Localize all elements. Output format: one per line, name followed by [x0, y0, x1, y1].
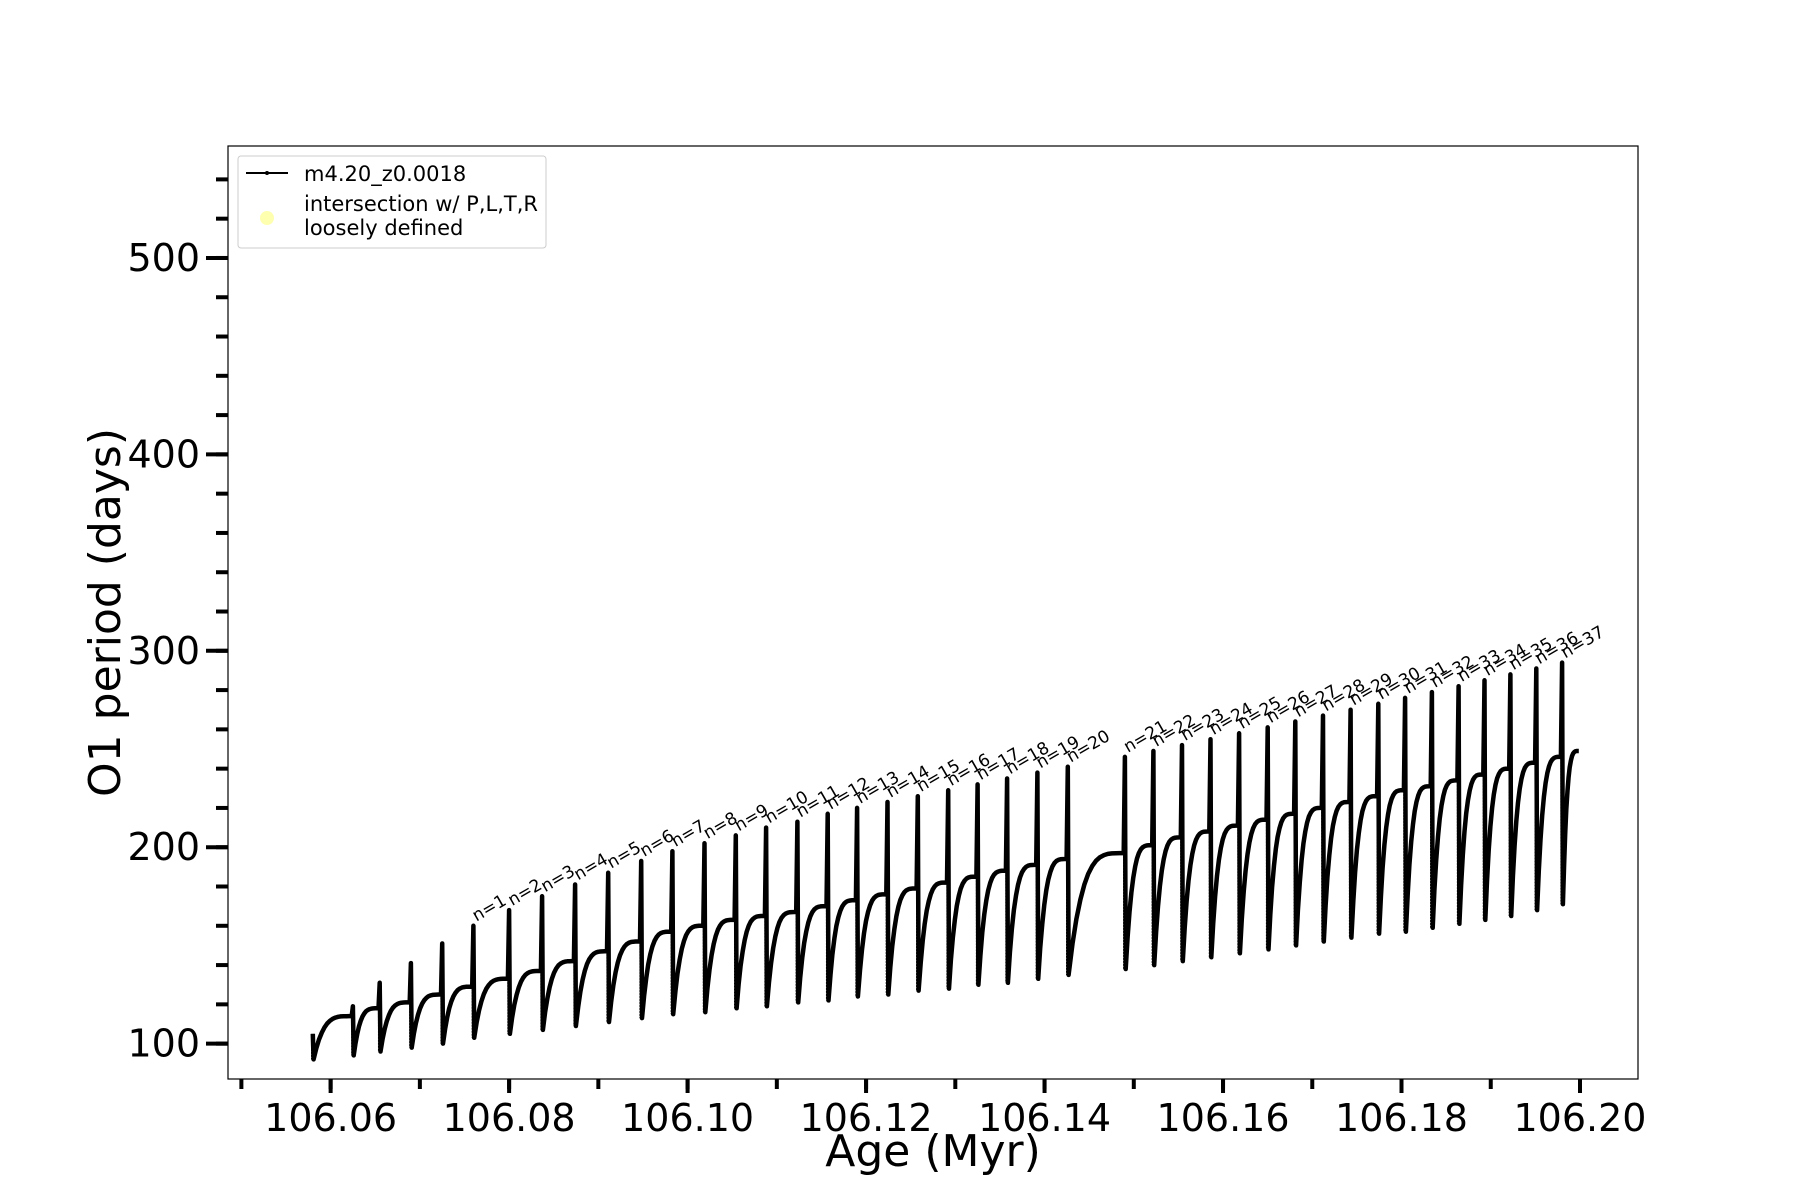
x-axis: 106.06 106.08 106.10 106.12 106.14 106.16 106.… [239, 1079, 1647, 1140]
x-tick-label: 106.20 [1514, 1096, 1647, 1140]
y-tick-label: 300 [127, 629, 200, 673]
series-line [310, 660, 1580, 1062]
x-tick-label: 106.16 [1157, 1096, 1290, 1140]
legend-box [237, 155, 547, 249]
y-tick-label: 100 [127, 1022, 200, 1066]
y-axis: 100 200 300 400 500 [127, 177, 228, 1066]
series-layer [310, 660, 1580, 1062]
y-tick-label: 400 [127, 432, 200, 476]
series-0 [310, 660, 1580, 1062]
legend-circle-swatch [260, 211, 274, 225]
legend: m4.20_z0.0018 intersection w/ P,L,T,R loo… [237, 155, 547, 249]
y-tick-label: 500 [127, 236, 200, 280]
legend-line-marker [265, 171, 269, 175]
legend-label-intersection: intersection w/ P,L,T,R loosely defined [304, 192, 538, 240]
x-axis-label: Age (Myr) [825, 1126, 1041, 1177]
x-tick-label: 106.10 [621, 1096, 754, 1140]
x-tick-label: 106.14 [978, 1096, 1111, 1140]
y-tick-label: 200 [127, 825, 200, 869]
legend-label-series: m4.20_z0.0018 [304, 162, 466, 187]
x-tick-label: 106.06 [264, 1096, 397, 1140]
x-tick-label: 106.12 [800, 1096, 933, 1140]
y-axis-label: O1 period (days) [80, 428, 131, 797]
x-tick-label: 106.08 [443, 1096, 576, 1140]
x-tick-label: 106.18 [1335, 1096, 1468, 1140]
